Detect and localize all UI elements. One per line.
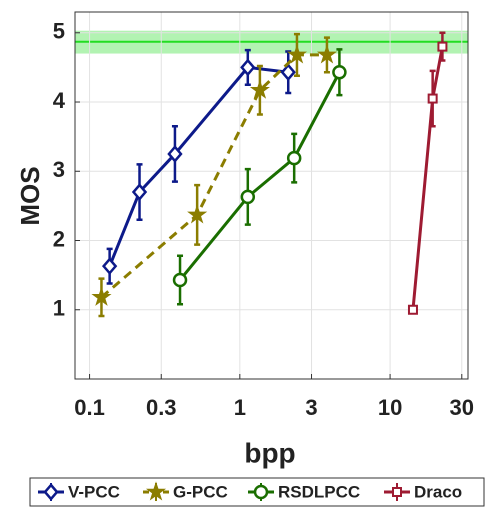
y-tick-label: 5 bbox=[53, 19, 65, 44]
marker bbox=[167, 145, 183, 163]
marker bbox=[240, 189, 256, 205]
series-line bbox=[411, 46, 444, 310]
x-tick-label: 1 bbox=[234, 395, 246, 420]
marker bbox=[286, 150, 302, 166]
x-tick-label: 0.1 bbox=[74, 395, 105, 420]
legend-label: V-PCC bbox=[68, 482, 120, 501]
marker bbox=[407, 304, 418, 315]
y-tick-label: 2 bbox=[53, 226, 65, 251]
marker bbox=[316, 44, 338, 64]
y-tick-label: 3 bbox=[53, 157, 65, 182]
legend-label: RSDLPCC bbox=[278, 482, 360, 501]
marker bbox=[240, 58, 256, 77]
plot-frame bbox=[74, 11, 469, 380]
marker bbox=[253, 484, 269, 500]
marker bbox=[286, 44, 308, 64]
marker bbox=[43, 483, 59, 501]
marker bbox=[131, 183, 148, 201]
marker bbox=[101, 257, 118, 276]
x-tick-label: 30 bbox=[450, 395, 474, 420]
y-tick-label: 4 bbox=[53, 88, 66, 113]
marker bbox=[437, 41, 448, 52]
marker bbox=[249, 79, 270, 99]
series-line bbox=[178, 71, 341, 281]
x-axis-label: bpp bbox=[244, 437, 295, 468]
legend-label: Draco bbox=[414, 482, 462, 501]
y-tick-label: 1 bbox=[53, 296, 65, 321]
marker bbox=[91, 286, 112, 306]
marker bbox=[427, 93, 438, 104]
x-tick-label: 0.3 bbox=[146, 395, 177, 420]
legend-label: G-PCC bbox=[173, 482, 228, 501]
marker bbox=[145, 481, 167, 501]
marker bbox=[187, 204, 208, 224]
y-axis-label: MOS bbox=[15, 166, 45, 225]
marker bbox=[392, 487, 402, 497]
x-tick-label: 3 bbox=[305, 395, 317, 420]
marker bbox=[172, 272, 188, 288]
x-tick-label: 10 bbox=[378, 395, 402, 420]
marker bbox=[332, 64, 347, 80]
series-line bbox=[108, 65, 289, 267]
marker bbox=[280, 63, 296, 82]
